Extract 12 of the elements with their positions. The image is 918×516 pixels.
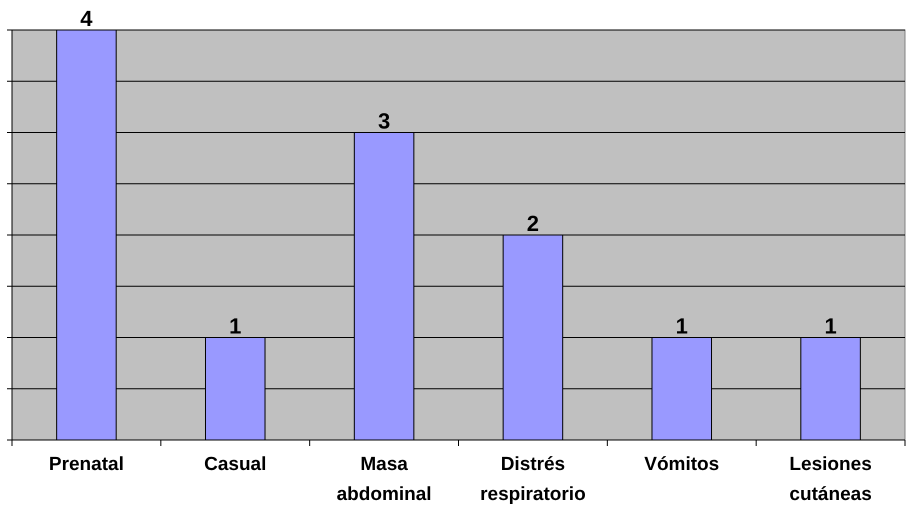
x-tick-label: Casual — [204, 454, 266, 475]
data-label: 1 — [229, 314, 242, 338]
data-label: 1 — [824, 314, 837, 338]
data-label: 1 — [676, 314, 688, 338]
data-label: 3 — [378, 108, 390, 134]
x-tick-label: Vómitos — [644, 454, 720, 475]
data-label: 4 — [80, 6, 94, 31]
x-tick-label: Distrés respiratorio — [480, 454, 586, 505]
x-tick-label: Masa abdominal — [336, 454, 432, 505]
x-tick-label: Lesiones cutáneas — [789, 454, 872, 505]
x-tick-label: Prenatal — [48, 454, 124, 475]
data-label: 2 — [526, 211, 540, 236]
